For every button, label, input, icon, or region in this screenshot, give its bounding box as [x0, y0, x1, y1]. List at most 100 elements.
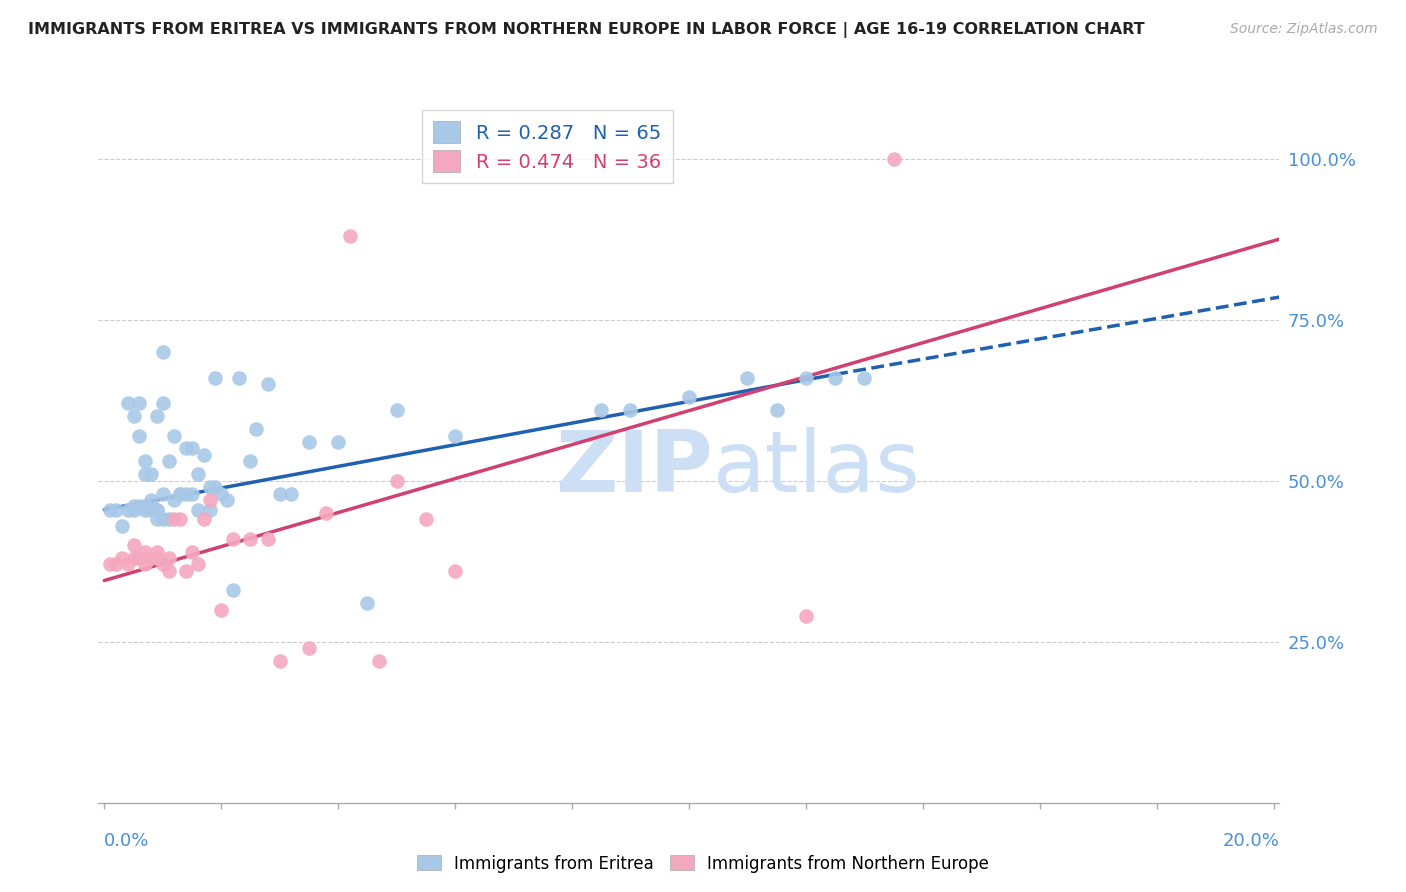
Point [98, 558, 121, 572]
Point [204, 480, 226, 494]
Point [139, 467, 162, 482]
Point [122, 409, 145, 424]
Point [794, 370, 817, 384]
Point [385, 474, 408, 488]
Point [134, 500, 156, 514]
Point [339, 228, 361, 243]
Text: 20.0%: 20.0% [1223, 831, 1279, 850]
Point [415, 512, 437, 526]
Point [146, 512, 169, 526]
Point [146, 544, 169, 558]
Point [198, 502, 221, 516]
Point [204, 370, 226, 384]
Point [117, 502, 139, 516]
Point [111, 551, 134, 566]
Point [157, 564, 180, 578]
Point [146, 502, 169, 516]
Point [385, 402, 408, 417]
Point [104, 558, 127, 572]
Point [152, 396, 174, 410]
Text: 0.0%: 0.0% [104, 831, 149, 850]
Legend: Immigrants from Eritrea, Immigrants from Northern Europe: Immigrants from Eritrea, Immigrants from… [411, 848, 995, 880]
Point [134, 454, 156, 468]
Point [326, 435, 349, 450]
Point [269, 654, 291, 668]
Point [181, 442, 204, 456]
Point [169, 486, 191, 500]
Point [104, 502, 127, 516]
Point [257, 532, 280, 546]
Point [298, 435, 321, 450]
Point [187, 467, 209, 482]
Point [193, 512, 215, 526]
Point [678, 390, 700, 404]
Point [181, 544, 204, 558]
Point [157, 512, 180, 526]
Point [187, 558, 209, 572]
Point [198, 480, 221, 494]
Point [239, 454, 262, 468]
Point [117, 558, 139, 572]
Point [134, 467, 156, 482]
Point [139, 551, 162, 566]
Point [169, 486, 191, 500]
Point [228, 370, 250, 384]
Point [239, 532, 262, 546]
Point [163, 512, 186, 526]
Legend: R = 0.287   N = 65, R = 0.474   N = 36: R = 0.287 N = 65, R = 0.474 N = 36 [422, 110, 673, 183]
Point [883, 152, 905, 166]
Point [152, 344, 174, 359]
Point [134, 502, 156, 516]
Point [269, 486, 291, 500]
Point [209, 486, 232, 500]
Point [174, 486, 197, 500]
Point [157, 454, 180, 468]
Point [169, 512, 191, 526]
Point [157, 551, 180, 566]
Point [122, 502, 145, 516]
Point [128, 551, 150, 566]
Point [174, 564, 197, 578]
Point [134, 558, 156, 572]
Point [122, 551, 145, 566]
Text: ZIP: ZIP [555, 427, 713, 510]
Point [315, 506, 337, 520]
Text: atlas: atlas [713, 427, 921, 510]
Point [444, 428, 467, 442]
Point [245, 422, 267, 436]
Point [198, 493, 221, 508]
Point [193, 448, 215, 462]
Point [122, 538, 145, 552]
Point [737, 370, 759, 384]
Point [98, 502, 121, 516]
Point [187, 502, 209, 516]
Point [152, 558, 174, 572]
Point [152, 512, 174, 526]
Point [139, 493, 162, 508]
Point [146, 551, 169, 566]
Point [619, 402, 641, 417]
Point [765, 402, 787, 417]
Point [128, 500, 150, 514]
Point [128, 428, 150, 442]
Point [215, 493, 238, 508]
Point [591, 402, 613, 417]
Point [174, 442, 197, 456]
Point [111, 518, 134, 533]
Point [128, 396, 150, 410]
Point [257, 377, 280, 392]
Point [222, 583, 245, 598]
Point [368, 654, 391, 668]
Text: Source: ZipAtlas.com: Source: ZipAtlas.com [1230, 22, 1378, 37]
Point [134, 544, 156, 558]
Point [139, 502, 162, 516]
Point [117, 396, 139, 410]
Point [280, 486, 302, 500]
Point [444, 564, 467, 578]
Point [152, 486, 174, 500]
Point [222, 532, 245, 546]
Point [209, 602, 232, 616]
Point [794, 609, 817, 624]
Point [146, 502, 169, 516]
Point [163, 493, 186, 508]
